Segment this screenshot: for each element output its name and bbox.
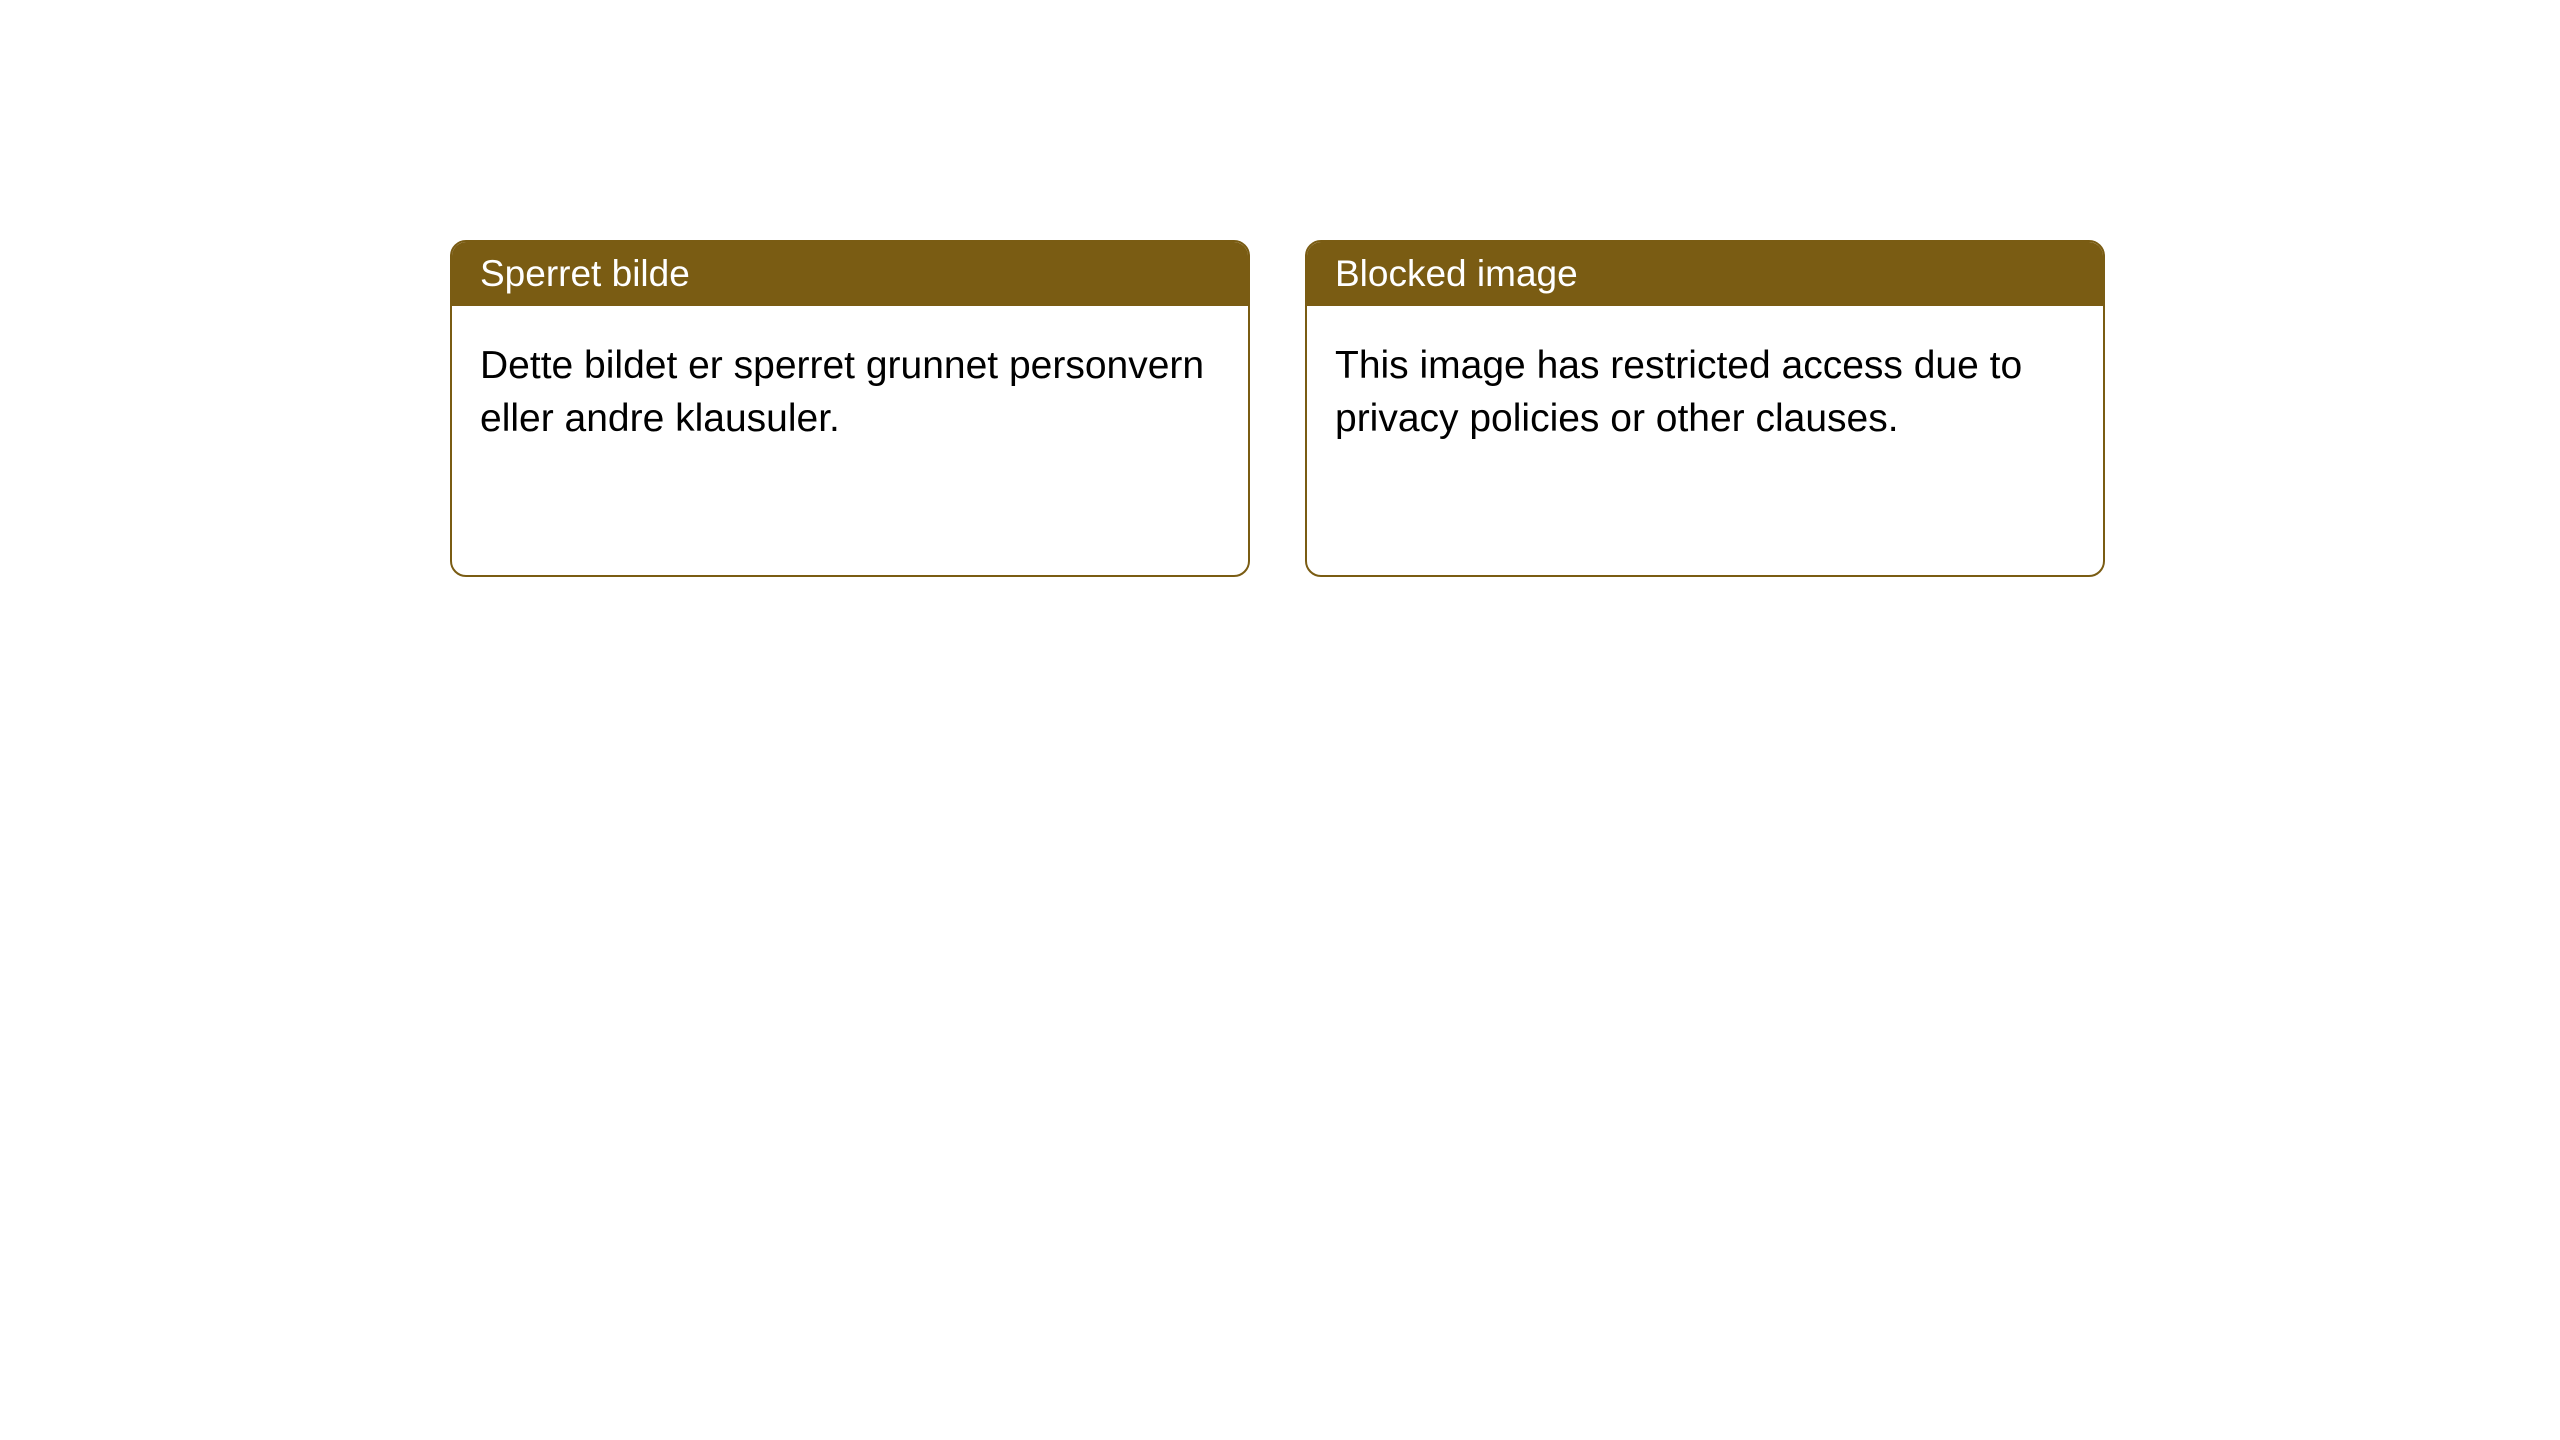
notice-container: Sperret bilde Dette bildet er sperret gr… [0,0,2560,577]
notice-title: Blocked image [1307,242,2103,306]
notice-card-norwegian: Sperret bilde Dette bildet er sperret gr… [450,240,1250,577]
notice-body-text: This image has restricted access due to … [1307,306,2103,479]
notice-title: Sperret bilde [452,242,1248,306]
notice-body-text: Dette bildet er sperret grunnet personve… [452,306,1248,479]
notice-card-english: Blocked image This image has restricted … [1305,240,2105,577]
